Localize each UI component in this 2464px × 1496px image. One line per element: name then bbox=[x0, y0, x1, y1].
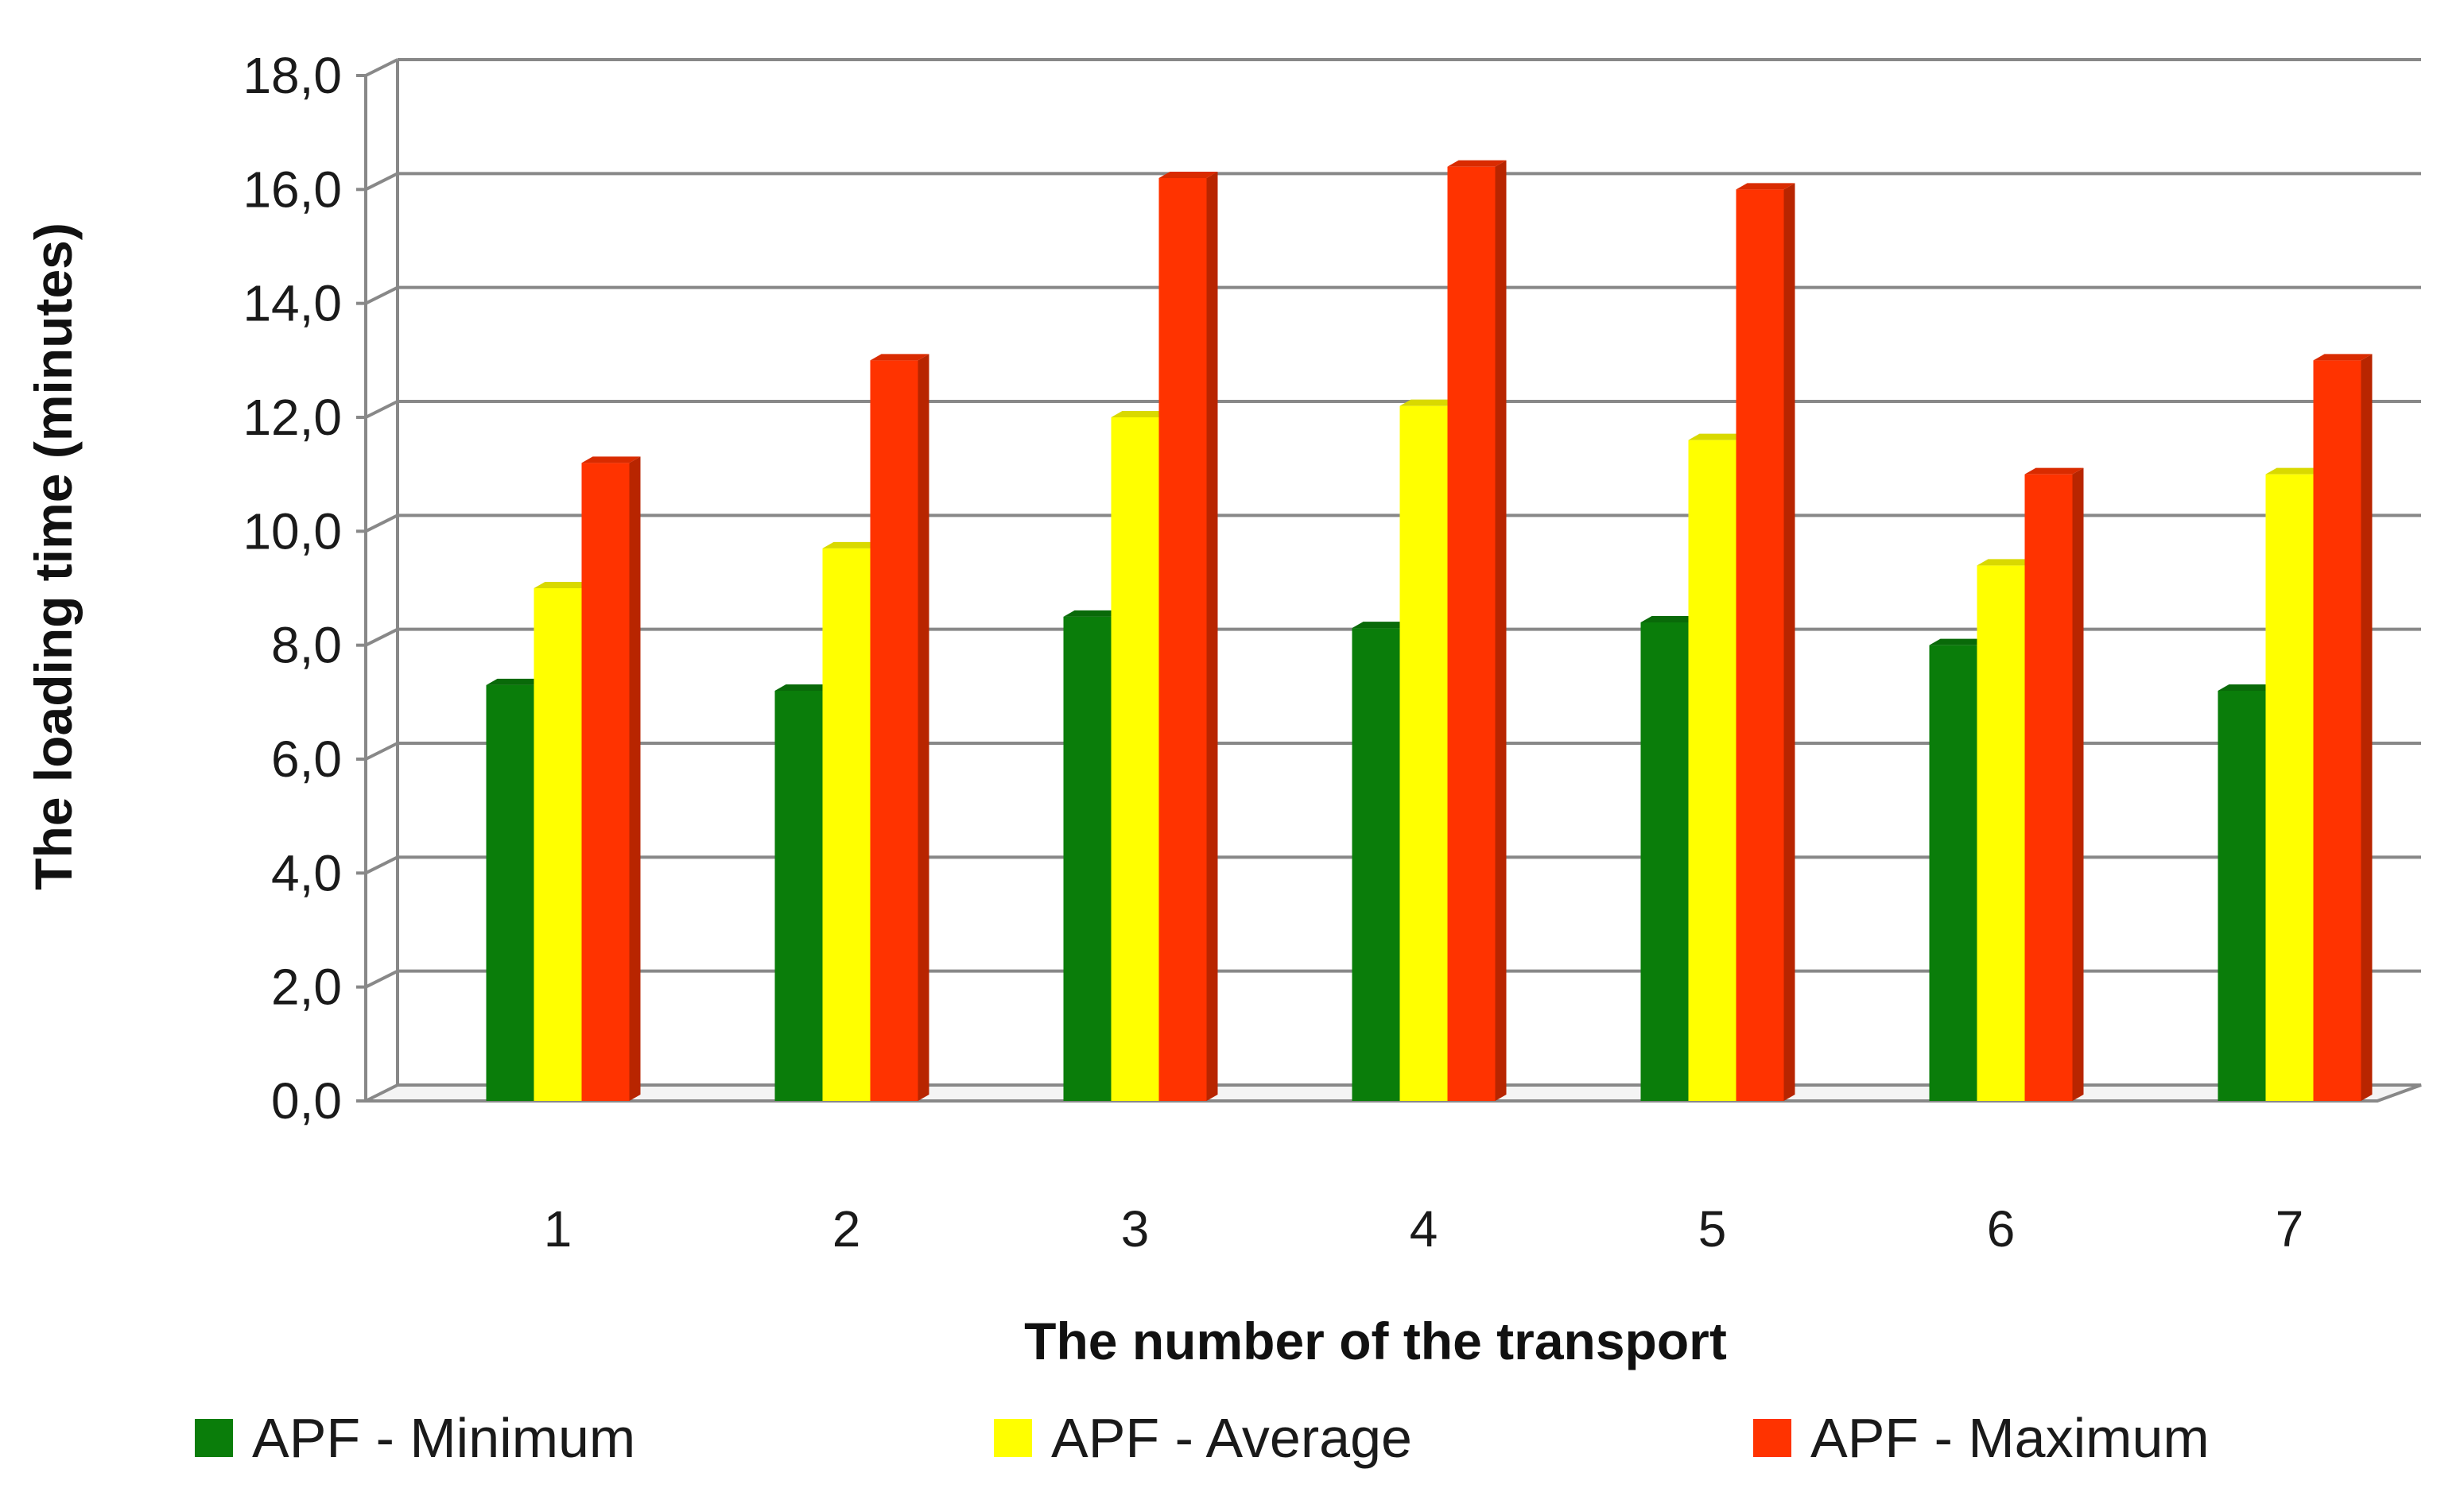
gridline-diag bbox=[365, 58, 398, 77]
gridline-diag bbox=[365, 172, 398, 192]
bar-top bbox=[1158, 172, 1218, 178]
bar-front bbox=[1352, 628, 1400, 1101]
legend-label: APF - Average bbox=[1051, 1407, 1412, 1469]
y-tick-labels: 0,0 2,0 4,0 6,0 8,0 10,0 12,0 14,0 16,0 18,0 bbox=[243, 47, 342, 1130]
bar-top bbox=[2024, 467, 2084, 475]
bar-top bbox=[1688, 433, 1748, 440]
bars bbox=[486, 160, 2373, 1102]
y-tick-label: 4,0 bbox=[271, 844, 342, 901]
bar-front bbox=[1640, 622, 1689, 1101]
bar-max bbox=[870, 354, 929, 1101]
bar-top bbox=[1399, 399, 1459, 406]
bar-front bbox=[1688, 440, 1736, 1101]
y-tick-label: 0,0 bbox=[271, 1072, 342, 1130]
legend-item: APF - Minimum bbox=[195, 1407, 635, 1469]
gridline-diag bbox=[365, 855, 398, 875]
gridline-diag bbox=[365, 400, 398, 419]
x-axis-title: The number of the transport bbox=[1024, 1312, 1727, 1370]
y-axis-title: The loading time (minutes) bbox=[24, 223, 83, 890]
legend-label: APF - Minimum bbox=[252, 1407, 635, 1469]
gridline-diag bbox=[365, 514, 398, 533]
y-tick-label: 10,0 bbox=[243, 502, 342, 560]
legend: APF - Minimum APF - Average APF - Maximum bbox=[195, 1407, 2210, 1469]
x-tick-labels: 1 2 3 4 5 6 7 bbox=[544, 1200, 2304, 1258]
bar-top bbox=[1977, 559, 2036, 566]
bar-top bbox=[1352, 622, 1411, 629]
y-tick-label: 16,0 bbox=[243, 161, 342, 218]
bar-front bbox=[1063, 616, 1112, 1101]
x-tick-label: 3 bbox=[1121, 1200, 1150, 1258]
bar-top bbox=[1640, 616, 1700, 622]
bar-side bbox=[2072, 467, 2084, 1101]
y-tick-label: 6,0 bbox=[271, 731, 342, 788]
bar-top bbox=[822, 541, 882, 548]
bar-max bbox=[2024, 467, 2084, 1101]
bar-front bbox=[1929, 645, 1977, 1101]
legend-item: APF - Average bbox=[994, 1407, 1412, 1469]
y-tick-label: 12,0 bbox=[243, 389, 342, 446]
bar-top bbox=[1736, 183, 1795, 190]
bar-top bbox=[1929, 638, 1989, 645]
bar-front bbox=[2218, 691, 2266, 1101]
bar-top bbox=[870, 354, 929, 361]
bar-max bbox=[1736, 183, 1795, 1101]
gridline-diag bbox=[365, 285, 398, 305]
bar-side bbox=[629, 456, 641, 1101]
y-tick-label: 2,0 bbox=[271, 959, 342, 1016]
bar-top bbox=[1111, 411, 1170, 417]
gridline-diag bbox=[365, 742, 398, 761]
bar-top bbox=[774, 684, 834, 691]
bar-front bbox=[1111, 417, 1159, 1101]
bar-front bbox=[774, 691, 823, 1101]
legend-item: APF - Maximum bbox=[1753, 1407, 2210, 1469]
bar-side bbox=[1206, 172, 1218, 1101]
bar-max bbox=[1158, 172, 1218, 1101]
bar-front bbox=[2024, 474, 2073, 1101]
legend-swatch bbox=[994, 1419, 1032, 1457]
bar-top bbox=[2313, 354, 2373, 361]
x-tick-label: 1 bbox=[544, 1200, 572, 1258]
bar-max bbox=[581, 456, 641, 1101]
bar-front bbox=[2265, 474, 2314, 1101]
bar-top bbox=[534, 582, 593, 588]
bar-front bbox=[1399, 405, 1448, 1102]
x-tick-label: 5 bbox=[1698, 1200, 1727, 1258]
gridline-diag bbox=[365, 627, 398, 647]
bar-front bbox=[870, 360, 918, 1101]
bar-top bbox=[486, 678, 545, 685]
bar-front bbox=[581, 463, 630, 1101]
bar-top bbox=[2265, 467, 2325, 475]
legend-swatch bbox=[195, 1419, 233, 1457]
x-tick-label: 7 bbox=[2276, 1200, 2304, 1258]
y-tick-label: 14,0 bbox=[243, 275, 342, 332]
bar-front bbox=[486, 684, 534, 1101]
bar-side bbox=[1783, 183, 1795, 1101]
legend-swatch bbox=[1753, 1419, 1791, 1457]
bar-side bbox=[2361, 354, 2373, 1101]
legend-label: APF - Maximum bbox=[1810, 1407, 2210, 1469]
bar-top bbox=[1447, 160, 1507, 167]
x-tick-label: 2 bbox=[832, 1200, 861, 1258]
bar-front bbox=[1736, 189, 1784, 1101]
bar-top bbox=[581, 456, 641, 463]
x-tick-label: 6 bbox=[1987, 1200, 2016, 1258]
bar-front bbox=[822, 548, 871, 1101]
bar-side bbox=[1495, 160, 1507, 1102]
bar-max bbox=[2313, 354, 2373, 1101]
bar-max bbox=[1447, 160, 1507, 1102]
bar-front bbox=[2313, 360, 2361, 1101]
gridline-diag bbox=[365, 969, 398, 989]
y-tick-label: 18,0 bbox=[243, 47, 342, 104]
bar-front bbox=[534, 588, 582, 1101]
bar-top bbox=[2218, 684, 2277, 691]
x-tick-label: 4 bbox=[1410, 1200, 1438, 1258]
y-tick-label: 8,0 bbox=[271, 617, 342, 674]
bar-front bbox=[1977, 565, 2025, 1101]
bar-side bbox=[918, 354, 929, 1101]
bar-front bbox=[1158, 178, 1207, 1101]
bar-top bbox=[1063, 610, 1123, 617]
bar-front bbox=[1447, 166, 1496, 1102]
